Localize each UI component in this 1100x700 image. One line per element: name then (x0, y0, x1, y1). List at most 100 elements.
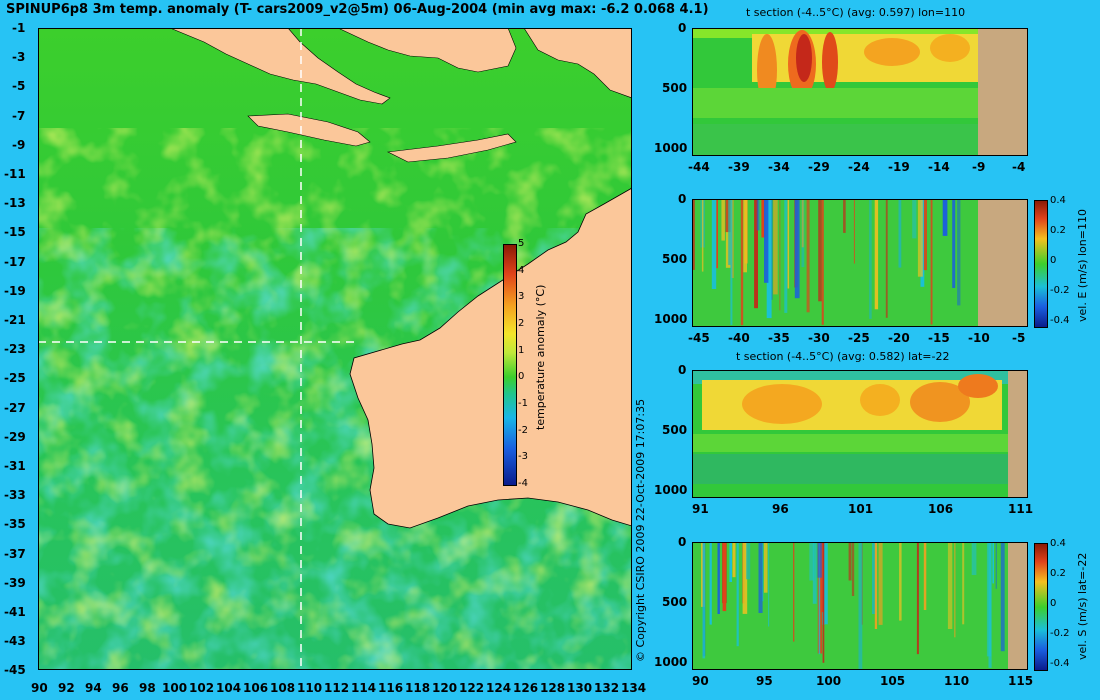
panel2-colorbar-tick: -0.2 (1050, 285, 1070, 296)
map-y-tick: -11 (4, 167, 26, 181)
panel2-colorbar-label: vel. E (m/s) lon=110 (1076, 209, 1089, 322)
panel2-colorbar-tick: 0.2 (1050, 225, 1066, 236)
velocity-stripe (916, 542, 919, 655)
copyright-note: © Copyright CSIRO 2009 22-Oct-2009 17:07… (634, 398, 647, 662)
panel2-colorbar-tick: 0 (1050, 255, 1057, 266)
velocity-stripe (731, 199, 734, 278)
velocity-stripe (702, 542, 706, 659)
velocity-stripe (851, 542, 855, 596)
map-colorbar-tick: 2 (518, 318, 525, 329)
velocity-stripe (721, 199, 725, 241)
map-y-tick: -31 (4, 459, 26, 473)
map-y-tick: -39 (4, 575, 26, 590)
map-colorbar-tick: -4 (518, 478, 528, 489)
panel2-x-tick: -30 (808, 331, 830, 345)
panel2-x-tick: -40 (728, 331, 750, 345)
map-y-tick: -7 (12, 108, 26, 123)
panel4-colorbar-tick: 0.2 (1050, 568, 1066, 579)
velocity-stripe (801, 199, 804, 248)
map-colorbar-tick: 4 (518, 264, 525, 276)
landmass-timor (386, 133, 517, 163)
panel2-colorbar (1034, 200, 1048, 328)
map-x-tick: 110 (297, 681, 323, 695)
map-colorbar-tick: -1 (518, 398, 528, 409)
map-y-tick: -33 (4, 488, 26, 503)
velocity-stripe (898, 199, 902, 268)
panel4-colorbar-tick: -0.4 (1050, 658, 1070, 669)
panel1-x-tick: -29 (808, 160, 830, 174)
map-y-tick: -1 (12, 21, 26, 35)
velocity-stripe (874, 542, 878, 629)
velocity-stripe (754, 199, 758, 309)
velocity-stripe (746, 542, 751, 580)
panel2-x-tick: -10 (968, 331, 990, 345)
panel2-colorbar-tick: 0.4 (1050, 195, 1066, 206)
velocity-stripe (872, 542, 877, 614)
velocity-stripe (766, 199, 772, 319)
map-y-tick: -27 (4, 400, 26, 415)
panel4-y-tick: 0 (678, 535, 687, 549)
velocity-stripe (818, 542, 821, 655)
map-colorbar (503, 244, 517, 486)
velocity-stripe (773, 199, 778, 295)
velocity-stripe (701, 199, 704, 272)
velocity-stripe (761, 199, 766, 238)
velocity-stripe (729, 542, 732, 582)
velocity-stripe (821, 199, 824, 325)
velocity-stripe (732, 542, 736, 578)
velocity-stripe (806, 199, 810, 313)
map-x-tick: 116 (378, 681, 404, 695)
map-x-tick: 128 (540, 681, 566, 695)
velocity-stripe (722, 542, 727, 612)
panel4-colorbar (1034, 543, 1048, 671)
velocity-stripe (930, 199, 933, 325)
panel1-temp-section-lon[interactable] (692, 28, 1028, 156)
map-y-tick: -21 (4, 313, 26, 327)
panel3-x-tick: 91 (692, 502, 709, 516)
temperature-anomaly-map[interactable] (38, 28, 632, 670)
velocity-stripe (923, 542, 927, 610)
panel2-velE-section[interactable] (692, 199, 1028, 327)
velocity-stripe (1000, 542, 1005, 652)
map-x-tick: 132 (594, 681, 620, 695)
velocity-stripe (794, 199, 800, 299)
panel3-temp-section-lat[interactable] (692, 370, 1028, 498)
map-x-tick: 130 (567, 681, 593, 695)
velocity-stripe (709, 542, 712, 625)
map-y-tick: -25 (4, 371, 26, 386)
panel2-x-tick: -5 (1012, 331, 1026, 345)
velocity-stripe (717, 542, 720, 614)
map-y-tick: -9 (12, 137, 26, 152)
velocity-stripe (793, 542, 795, 642)
landmass-australia (349, 187, 632, 529)
map-x-tick: 120 (432, 681, 458, 695)
landmass-indonesia (169, 28, 391, 105)
map-x-tick: 118 (405, 681, 431, 695)
panel2-y-tick: 0 (678, 192, 687, 206)
velocity-stripe (742, 542, 748, 614)
panel2-x-tick: -15 (928, 331, 950, 345)
map-colorbar-label: temperature anomaly (°C) (534, 284, 547, 430)
map-x-tick: 92 (58, 681, 75, 695)
velocity-stripe (771, 199, 773, 300)
map-x-tick: 124 (486, 681, 512, 695)
velocity-stripe (947, 542, 953, 629)
panel4-colorbar-label: vel. S (m/s) lat=-22 (1076, 552, 1089, 660)
landmass-borneo (337, 28, 517, 73)
velocity-stripe (824, 542, 828, 625)
map-y-tick: -35 (4, 517, 26, 532)
panel1-x-tick: -44 (688, 160, 710, 174)
velocity-stripe (725, 199, 731, 233)
velocity-stripe (716, 199, 718, 269)
velocity-stripe (917, 199, 923, 277)
panel4-velS-section[interactable] (692, 542, 1028, 670)
panel1-title: t section (-4..5°C) (avg: 0.597) lon=110 (746, 6, 966, 19)
map-x-tick: 122 (459, 681, 485, 695)
panel2-x-tick: -20 (888, 331, 910, 345)
map-x-tick: 104 (216, 681, 242, 695)
velocity-stripe (853, 199, 855, 264)
panel3-y-tick: 1000 (654, 483, 688, 497)
panel1-x-tick: -4 (1012, 160, 1026, 174)
map-y-tick: -45 (4, 663, 26, 678)
map-x-tick: 106 (243, 681, 269, 695)
